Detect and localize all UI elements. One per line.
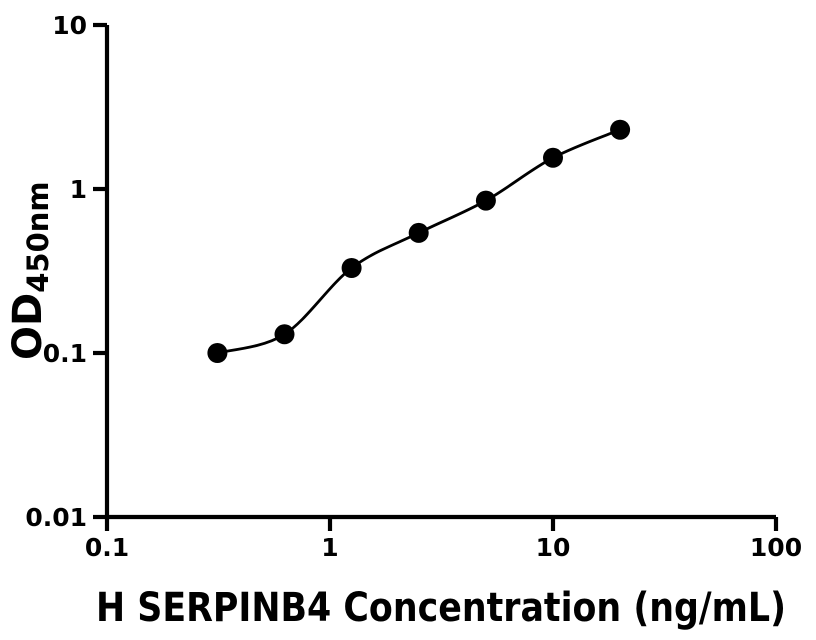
data-point-marker [543, 147, 563, 168]
y-tick-label: 10 [52, 11, 87, 40]
x-axis-ticks: 0.1 1 10 100 [85, 517, 802, 562]
data-point-marker [408, 222, 429, 243]
axis-spines [104, 25, 776, 520]
data-point-marker [341, 258, 362, 278]
data-point-marker [274, 324, 295, 345]
x-axis-title: H SERPINB4 Concentration (ng/mL) [96, 585, 786, 631]
data-point-marker [207, 343, 228, 363]
data-points [207, 119, 631, 363]
y-axis-title: OD450nm [5, 181, 55, 360]
x-tick-label: 100 [750, 533, 802, 562]
y-axis-title-main: OD [5, 293, 51, 360]
y-tick-label: 0.1 [43, 339, 87, 368]
x-tick-label: 10 [536, 533, 571, 562]
x-tick-label: 1 [321, 533, 338, 562]
y-axis-title-subscript: 450nm [21, 181, 55, 292]
y-tick-label: 1 [70, 175, 87, 204]
y-tick-label: 0.01 [25, 503, 87, 532]
data-point-marker [610, 119, 631, 140]
data-point-marker [475, 190, 496, 211]
y-axis-ticks: 0.01 0.1 1 10 [25, 11, 107, 532]
x-tick-label: 0.1 [85, 533, 129, 562]
